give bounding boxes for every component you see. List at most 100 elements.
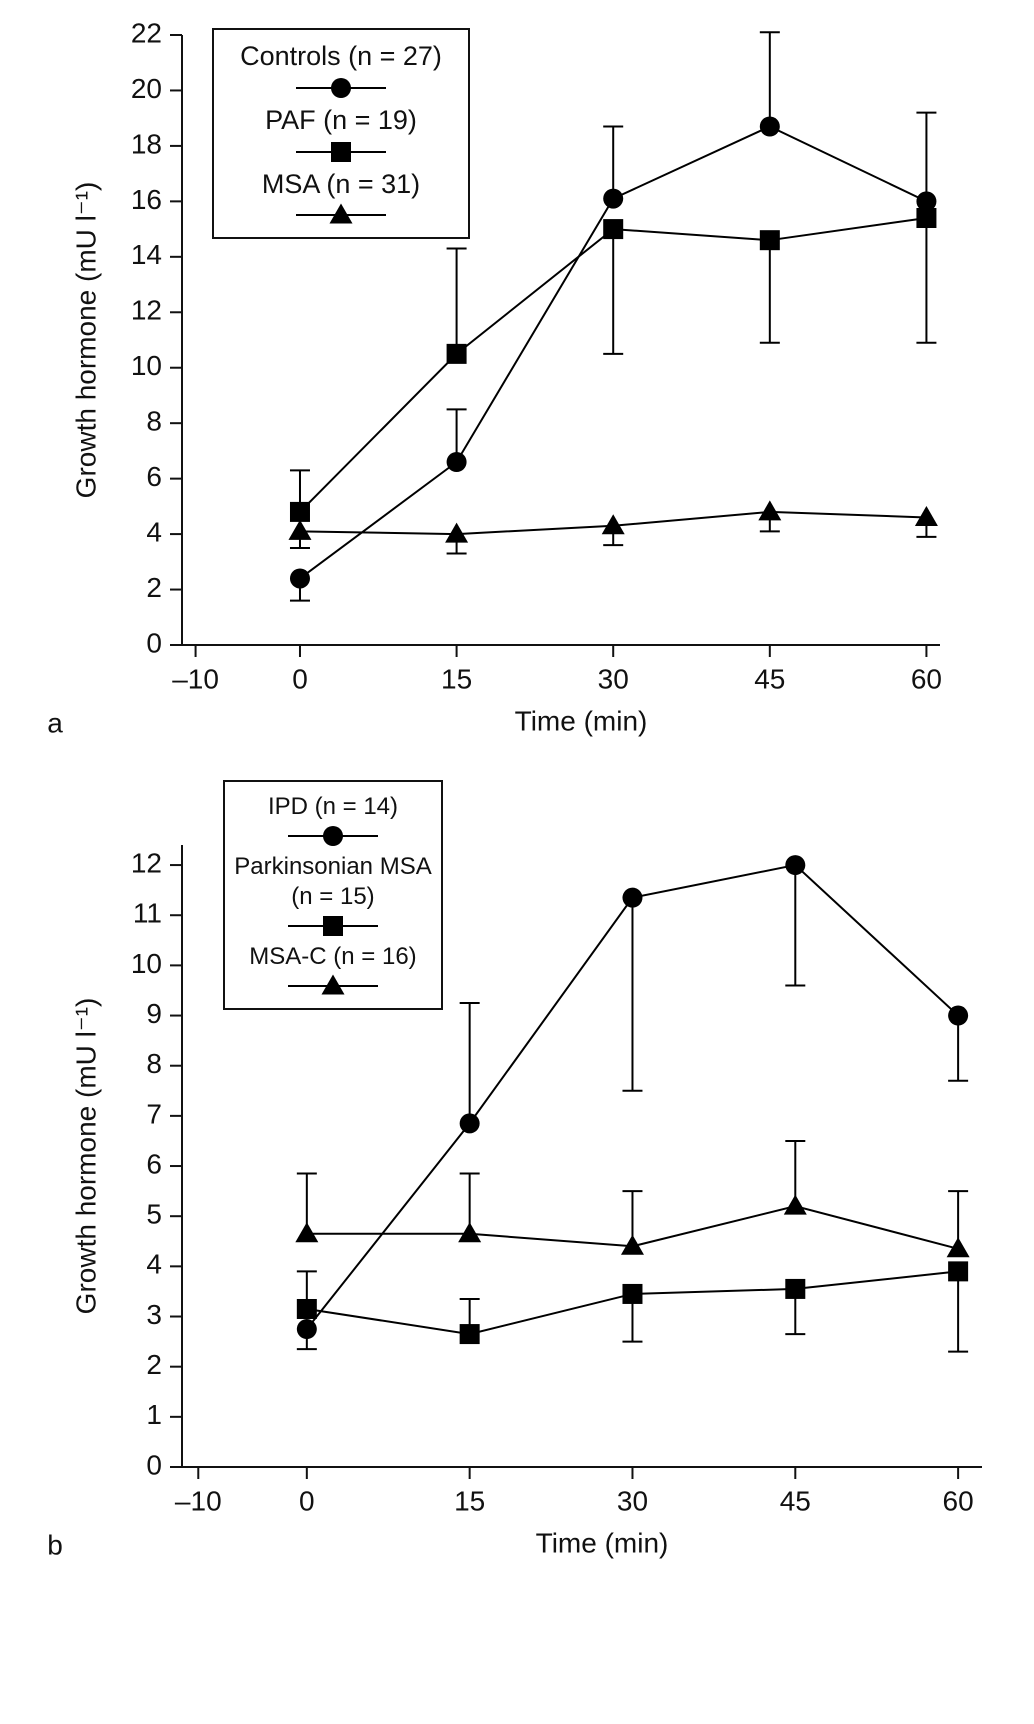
data-point bbox=[620, 1234, 644, 1255]
legend-label: PAF (n = 19) bbox=[265, 104, 417, 135]
y-tick-label: 0 bbox=[146, 627, 162, 658]
data-point bbox=[289, 568, 310, 589]
x-tick-label: –10 bbox=[172, 663, 219, 694]
data-point bbox=[622, 887, 643, 908]
legend-marker bbox=[323, 916, 343, 936]
legend-swatch bbox=[288, 974, 378, 995]
y-tick-label: 6 bbox=[146, 461, 162, 492]
error-bar bbox=[785, 865, 806, 987]
legend-swatch bbox=[296, 141, 386, 162]
legend-swatch bbox=[296, 77, 386, 98]
y-tick-label: 12 bbox=[131, 295, 162, 326]
legend-label: MSA-C (n = 16) bbox=[249, 943, 417, 970]
x-tick-label: 30 bbox=[598, 663, 629, 694]
error-bar bbox=[759, 240, 780, 344]
data-point bbox=[603, 219, 624, 240]
data-point bbox=[459, 1113, 480, 1134]
error-bar bbox=[916, 218, 937, 344]
x-axis-label: Time (min) bbox=[536, 1527, 669, 1558]
data-point bbox=[946, 1237, 970, 1258]
legend-label: Parkinsonian MSA (n = 15) bbox=[234, 853, 432, 910]
error-bar bbox=[603, 229, 624, 355]
y-tick-label: 8 bbox=[146, 406, 162, 437]
legend-marker bbox=[331, 77, 351, 98]
y-tick-label: 14 bbox=[131, 239, 162, 270]
y-tick-label: 10 bbox=[131, 350, 162, 381]
y-tick-label: 10 bbox=[131, 948, 162, 979]
error-bar bbox=[622, 897, 643, 1092]
y-tick-label: 0 bbox=[146, 1449, 162, 1480]
x-axis-label: Time (min) bbox=[515, 705, 648, 736]
data-point bbox=[458, 1222, 482, 1243]
y-tick-label: 1 bbox=[146, 1399, 162, 1430]
legend-label: IPD (n = 14) bbox=[267, 793, 399, 820]
y-tick-label: 22 bbox=[131, 17, 162, 48]
data-point bbox=[948, 1261, 969, 1282]
x-tick-label: 0 bbox=[292, 663, 308, 694]
data-point bbox=[288, 519, 312, 540]
data-point bbox=[601, 514, 625, 535]
x-tick-label: 30 bbox=[617, 1485, 648, 1516]
legend-marker bbox=[323, 826, 343, 846]
x-tick-label: 60 bbox=[911, 663, 942, 694]
data-point bbox=[758, 500, 782, 521]
data-point bbox=[603, 188, 624, 209]
data-point bbox=[445, 522, 469, 543]
data-point bbox=[916, 208, 937, 228]
data-point bbox=[446, 343, 467, 364]
error-bar bbox=[916, 111, 937, 202]
data-point bbox=[446, 452, 467, 472]
y-tick-label: 12 bbox=[131, 847, 162, 878]
x-tick-label: 60 bbox=[943, 1485, 974, 1516]
y-tick-label: 6 bbox=[146, 1148, 162, 1179]
x-tick-label: 45 bbox=[780, 1485, 811, 1516]
y-tick-label: 7 bbox=[146, 1098, 162, 1129]
y-tick-label: 4 bbox=[146, 516, 162, 547]
y-axis-label: Growth hormone (mU l⁻¹) bbox=[70, 998, 101, 1315]
error-bar bbox=[948, 1015, 969, 1082]
legend-marker bbox=[329, 203, 353, 224]
y-tick-label: 11 bbox=[133, 898, 162, 929]
data-point bbox=[296, 1298, 317, 1319]
y-tick-label: 20 bbox=[131, 73, 162, 104]
panel-label: a bbox=[47, 707, 63, 738]
data-point bbox=[759, 116, 780, 137]
y-tick-label: 4 bbox=[146, 1249, 162, 1280]
legend-swatch bbox=[296, 203, 386, 224]
legend-label: Controls (n = 27) bbox=[240, 41, 442, 71]
x-tick-label: 15 bbox=[441, 663, 472, 694]
y-tick-label: 9 bbox=[146, 998, 162, 1029]
data-point bbox=[783, 1194, 807, 1215]
y-axis-label: Growth hormone (mU l⁻¹) bbox=[70, 182, 101, 499]
legend-label: MSA (n = 31) bbox=[261, 168, 421, 199]
legend-marker bbox=[321, 974, 345, 995]
y-tick-label: 2 bbox=[146, 1349, 162, 1380]
legend-swatch bbox=[288, 916, 378, 936]
error-bar bbox=[948, 1271, 969, 1353]
error-bar bbox=[446, 247, 467, 354]
y-tick-label: 3 bbox=[146, 1299, 162, 1330]
y-tick-label: 5 bbox=[146, 1199, 162, 1230]
error-bar bbox=[459, 1002, 480, 1124]
data-point bbox=[459, 1324, 480, 1345]
data-point bbox=[289, 501, 310, 522]
legend-swatch bbox=[288, 826, 378, 846]
data-point bbox=[948, 1005, 969, 1026]
x-tick-label: 45 bbox=[754, 663, 785, 694]
legend-marker bbox=[331, 141, 351, 162]
x-tick-label: 0 bbox=[299, 1485, 315, 1516]
data-point bbox=[785, 1278, 806, 1299]
y-tick-label: 16 bbox=[131, 184, 162, 215]
y-tick-label: 2 bbox=[146, 572, 162, 603]
data-point bbox=[296, 1319, 317, 1340]
data-point bbox=[759, 230, 780, 251]
legend: Controls (n = 27) PAF (n = 19) MSA (n = 31… bbox=[212, 28, 470, 240]
data-point bbox=[916, 191, 937, 212]
y-tick-label: 8 bbox=[146, 1048, 162, 1079]
data-point bbox=[295, 1222, 319, 1243]
y-tick-label: 18 bbox=[131, 128, 162, 159]
legend: IPD (n = 14) Parkinsonian MSA (n = 15) MSA… bbox=[223, 780, 443, 1010]
x-tick-label: 15 bbox=[454, 1485, 485, 1516]
